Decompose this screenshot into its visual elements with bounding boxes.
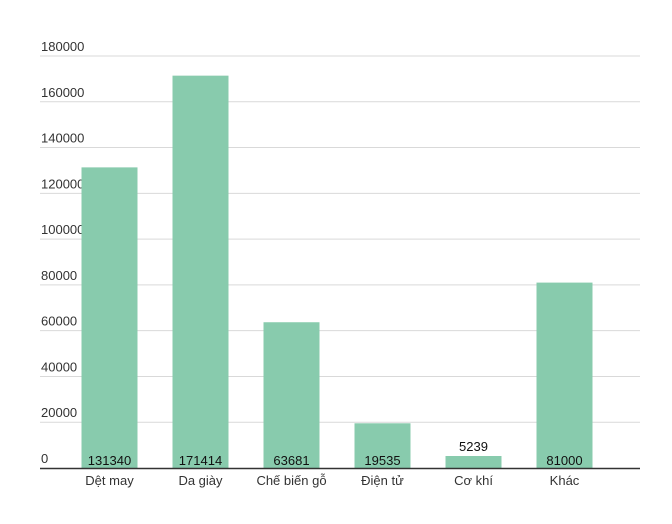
data-label: 131340 (88, 453, 131, 468)
y-tick-label: 0 (41, 451, 48, 466)
data-label: 81000 (546, 453, 582, 468)
data-label: 63681 (273, 453, 309, 468)
x-axis-categories: Dệt may Da giày Chế biến gỗ Điện tử Cơ khí Kh… (85, 473, 580, 488)
category-label: Điện tử (361, 473, 404, 488)
y-tick-label: 120000 (41, 176, 84, 191)
y-tick-label: 160000 (41, 85, 84, 100)
y-tick-label: 60000 (41, 314, 77, 329)
bar (445, 456, 502, 468)
bars (81, 75, 593, 469)
bar (354, 423, 411, 468)
y-axis-ticks: 0 20000 40000 60000 80000 100000 120000 140000 1… (41, 39, 84, 466)
data-label: 19535 (364, 453, 400, 468)
data-label: 5239 (459, 439, 488, 454)
bar (263, 322, 320, 468)
category-label: Cơ khí (454, 473, 493, 488)
bar (81, 167, 138, 469)
bar (536, 282, 593, 468)
y-tick-label: 20000 (41, 405, 77, 420)
y-tick-label: 80000 (41, 268, 77, 283)
category-label: Dệt may (85, 473, 134, 488)
y-tick-label: 180000 (41, 39, 84, 54)
y-tick-label: 100000 (41, 222, 84, 237)
bar (172, 75, 229, 468)
category-label: Khác (550, 473, 580, 488)
gridlines (40, 55, 640, 423)
category-label: Chế biến gỗ (256, 473, 326, 488)
y-tick-label: 140000 (41, 131, 84, 146)
category-label: Da giày (178, 473, 223, 488)
y-tick-label: 40000 (41, 359, 77, 374)
data-labels: 131340 171414 63681 19535 5239 81000 (88, 439, 583, 468)
data-label: 171414 (179, 453, 222, 468)
